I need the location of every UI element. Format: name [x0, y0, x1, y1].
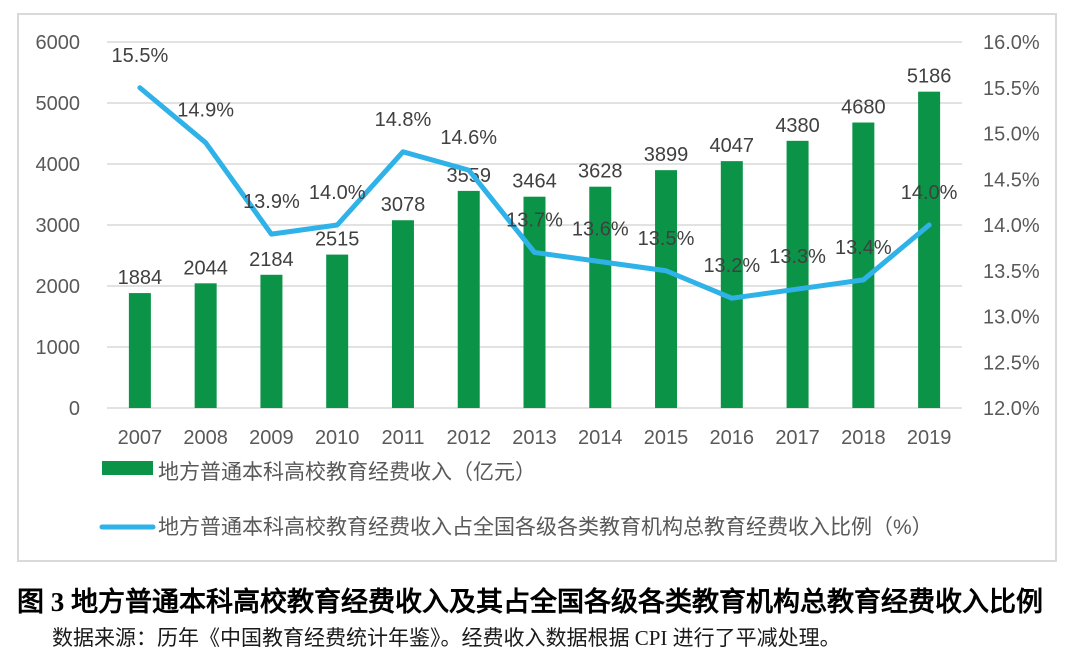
- bar-2018: [852, 122, 875, 409]
- left-axis-tick-0: 0: [69, 398, 80, 420]
- bar-label-2014: 3628: [578, 161, 623, 183]
- bar-label-2009: 2184: [249, 249, 294, 271]
- bar-2007: [128, 293, 151, 408]
- x-axis-label-2017: 2017: [775, 427, 820, 449]
- right-axis-tick-13.0%: 13.0%: [983, 307, 1040, 329]
- bar-label-2016: 4047: [710, 135, 755, 157]
- ratio-label-2010: 14.0%: [309, 182, 366, 204]
- ratio-label-2019: 14.0%: [901, 182, 958, 204]
- x-axis-label-2016: 2016: [710, 427, 755, 449]
- bar-2008: [194, 283, 217, 408]
- right-axis-tick-15.0%: 15.0%: [983, 124, 1040, 146]
- ratio-label-2007: 15.5%: [112, 45, 169, 67]
- x-axis-label-2013: 2013: [512, 427, 557, 449]
- left-axis-tick-6000: 6000: [36, 32, 81, 54]
- bar-label-2019: 5186: [907, 66, 952, 88]
- bar-2009: [260, 274, 283, 408]
- right-axis-tick-14.5%: 14.5%: [983, 169, 1040, 191]
- x-axis-label-2012: 2012: [446, 427, 491, 449]
- chart-figure: 1884 2044 2184 2515 3078 3559 3464 3628 3899 4047…: [17, 13, 1057, 562]
- bar-label-2018: 4680: [841, 97, 886, 119]
- ratio-label-2012: 14.6%: [440, 127, 497, 149]
- left-axis-tick-3000: 3000: [36, 215, 81, 237]
- figure-caption: 图 3 地方普通本科高校教育经费收入及其占全国各级各类教育机构总教育经费收入比例: [17, 587, 1043, 617]
- ratio-label-2015: 13.5%: [638, 228, 695, 250]
- x-axis-label-2018: 2018: [841, 427, 886, 449]
- x-axis-label-2009: 2009: [249, 427, 294, 449]
- legend-bar-label: 地方普通本科高校教育经费收入（亿元）: [158, 461, 536, 484]
- left-axis-tick-4000: 4000: [36, 154, 81, 176]
- x-axis-label-2011: 2011: [381, 427, 424, 449]
- x-axis-label-2008: 2008: [183, 427, 228, 449]
- legend-bar-swatch: [102, 461, 153, 475]
- ratio-label-2018: 13.4%: [835, 237, 892, 259]
- bar-2012: [457, 190, 480, 408]
- left-axis-tick-2000: 2000: [36, 276, 81, 298]
- right-axis-tick-16.0%: 16.0%: [983, 32, 1040, 54]
- bar-2015: [655, 170, 678, 408]
- bar-label-2007: 1884: [118, 267, 163, 289]
- bar-2016: [720, 161, 743, 408]
- right-axis-tick-12.5%: 12.5%: [983, 352, 1040, 374]
- x-axis-label-2007: 2007: [118, 427, 163, 449]
- bar-label-2017: 4380: [775, 115, 820, 137]
- right-axis-tick-14.0%: 14.0%: [983, 215, 1040, 237]
- x-axis-label-2010: 2010: [315, 427, 360, 449]
- ratio-label-2016: 13.2%: [703, 255, 760, 277]
- left-axis-tick-1000: 1000: [36, 337, 81, 359]
- bar-2017: [786, 140, 809, 408]
- right-axis-tick-15.5%: 15.5%: [983, 78, 1040, 100]
- legend-line-label: 地方普通本科高校教育经费收入占全国各级各类教育机构总教育经费收入比例（%）: [158, 516, 933, 539]
- left-axis-tick-5000: 5000: [36, 93, 81, 115]
- bar-2019: [918, 91, 941, 409]
- bar-label-2011: 3078: [381, 194, 426, 216]
- bar-label-2015: 3899: [644, 144, 689, 166]
- x-axis-label-2015: 2015: [644, 427, 689, 449]
- x-axis-label-2019: 2019: [907, 427, 952, 449]
- ratio-label-2014: 13.6%: [572, 219, 629, 241]
- ratio-label-2008: 14.9%: [177, 100, 234, 122]
- bar-2011: [391, 220, 414, 408]
- ratio-label-2009: 13.9%: [243, 191, 300, 213]
- right-axis-tick-13.5%: 13.5%: [983, 261, 1040, 283]
- ratio-line: [137, 85, 932, 301]
- x-axis-label-2014: 2014: [578, 427, 623, 449]
- ratio-label-2017: 13.3%: [769, 246, 826, 268]
- bar-label-2013: 3464: [512, 171, 557, 193]
- source-note: 数据来源：历年《中国教育经费统计年鉴》。经费收入数据根据 CPI 进行了平减处理…: [52, 626, 841, 650]
- bar-label-2008: 2044: [183, 257, 228, 279]
- bar-2014: [589, 186, 612, 408]
- bar-2010: [326, 254, 349, 408]
- ratio-label-2011: 14.8%: [375, 109, 432, 131]
- bar-label-2010: 2515: [315, 229, 360, 251]
- ratio-label-2013: 13.7%: [506, 209, 563, 231]
- right-axis-tick-12.0%: 12.0%: [983, 398, 1040, 420]
